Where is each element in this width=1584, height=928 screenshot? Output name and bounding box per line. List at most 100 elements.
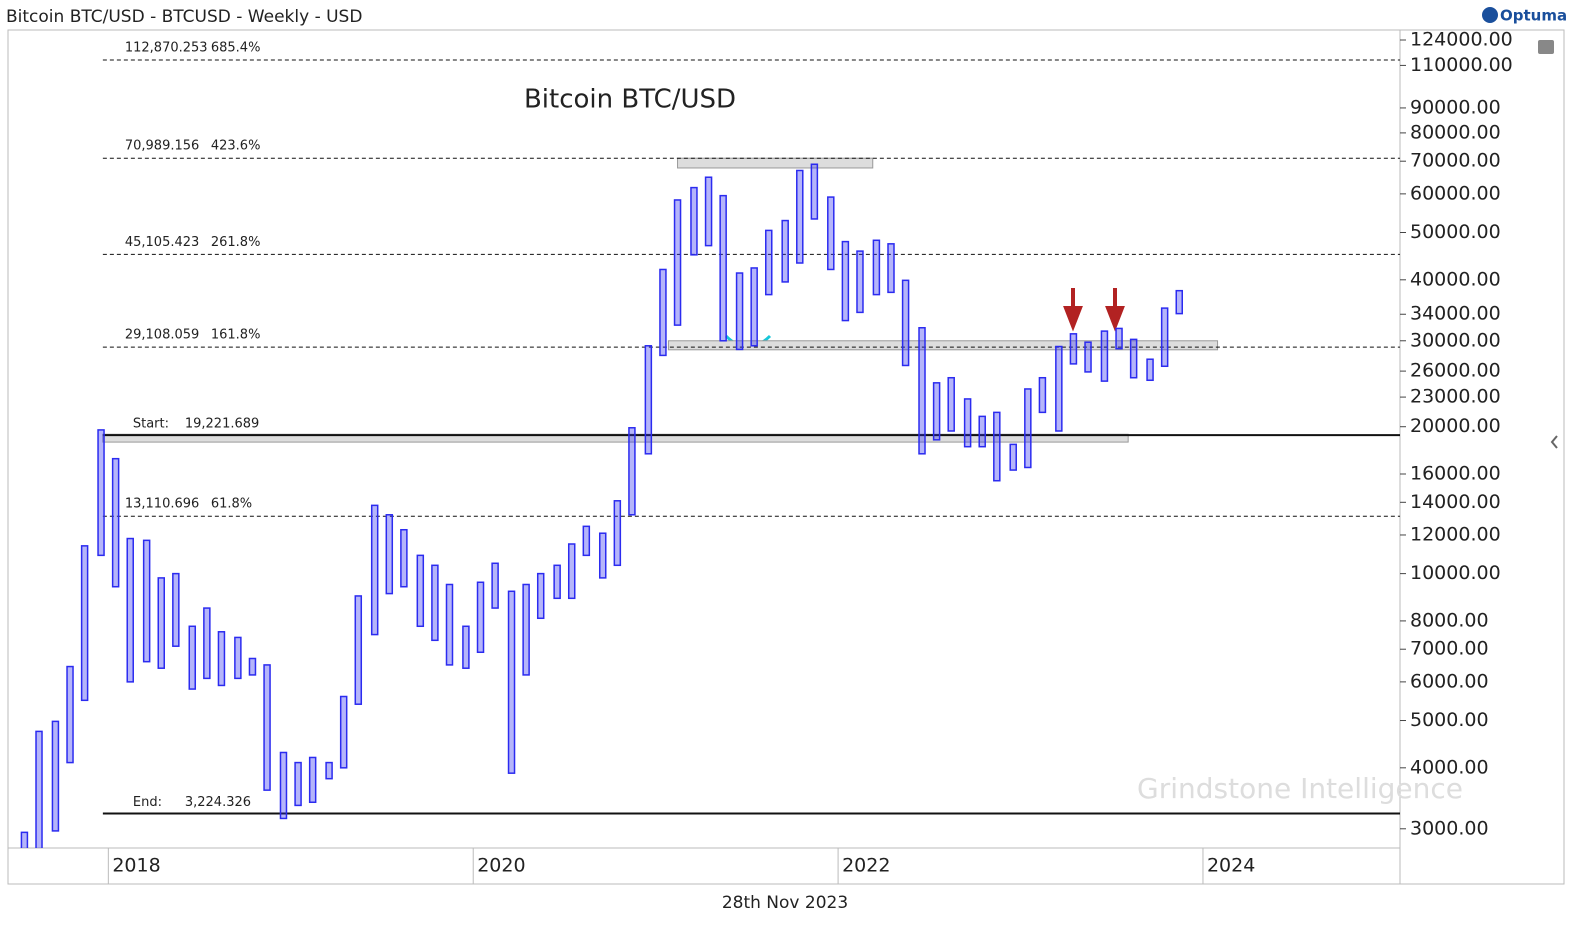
price-bar xyxy=(431,564,439,642)
price-bar xyxy=(370,504,379,636)
x-tick-label: 2020 xyxy=(477,855,525,877)
price-bar xyxy=(339,695,348,769)
price-bar xyxy=(1129,338,1138,379)
price-bar xyxy=(416,554,425,628)
price-bar xyxy=(810,163,819,220)
level-pct: 261.8% xyxy=(211,235,261,250)
y-tick-label: 12000.00 xyxy=(1410,523,1501,545)
level-pct: 161.8% xyxy=(211,328,261,343)
y-tick-label: 26000.00 xyxy=(1410,360,1501,382)
y-tick-label: 30000.00 xyxy=(1410,329,1501,351)
price-bar xyxy=(1055,345,1063,432)
price-bar xyxy=(735,272,744,351)
price-bar xyxy=(263,664,271,791)
price-bar xyxy=(507,590,516,774)
axis-frame xyxy=(1399,29,1565,885)
price-bar xyxy=(704,176,713,247)
x-tick-label: 2018 xyxy=(112,855,160,877)
y-tick-label: 80000.00 xyxy=(1410,121,1501,143)
price-bar xyxy=(887,243,895,294)
price-bar xyxy=(97,429,105,557)
price-bar xyxy=(354,595,363,705)
price-bar xyxy=(126,537,134,683)
level-pct: 685.4% xyxy=(211,40,261,55)
y-tick-label: 60000.00 xyxy=(1410,182,1501,204)
price-bar xyxy=(188,625,197,690)
price-bar xyxy=(80,545,89,702)
footer-date: 28th Nov 2023 xyxy=(722,893,848,913)
price-bar xyxy=(841,240,850,322)
price-bar xyxy=(978,415,986,448)
price-bar xyxy=(781,219,789,283)
x-tick-label: 2022 xyxy=(842,855,890,877)
level-label: 3,224.326 xyxy=(185,795,251,810)
y-tick-label: 110000.00 xyxy=(1410,54,1513,76)
y-tick-label: 16000.00 xyxy=(1410,463,1501,485)
price-bar xyxy=(918,327,926,455)
price-bar xyxy=(491,562,499,609)
y-tick-label: 34000.00 xyxy=(1410,303,1501,325)
price-bar xyxy=(445,583,454,666)
brand-icon xyxy=(1482,7,1498,23)
price-bar xyxy=(1024,388,1032,469)
price-bar xyxy=(613,500,622,567)
collapse-toggle[interactable] xyxy=(1550,435,1558,449)
price-bar xyxy=(765,229,773,296)
price-bar xyxy=(1100,330,1109,382)
y-tick-label: 23000.00 xyxy=(1410,386,1501,408)
y-tick-label: 8000.00 xyxy=(1410,609,1489,631)
price-bar xyxy=(932,382,941,441)
y-tick-label: 20000.00 xyxy=(1410,415,1501,437)
price-bar xyxy=(522,583,530,676)
y-tick-label: 50000.00 xyxy=(1410,221,1501,243)
level-label: 70,989.156 xyxy=(125,139,199,154)
zone xyxy=(677,157,874,169)
chart-title: Bitcoin BTC/USD xyxy=(524,85,736,115)
level-pct: 423.6% xyxy=(211,139,261,154)
price-bar xyxy=(66,665,74,764)
price-bar xyxy=(217,631,226,687)
level-label: 45,105.423 xyxy=(125,235,199,250)
price-bar xyxy=(1009,443,1017,471)
price-bar xyxy=(35,730,43,848)
price-bar xyxy=(901,279,910,367)
level-name: Start: xyxy=(133,417,169,432)
arrow xyxy=(1063,288,1125,332)
x-tick-label: 2024 xyxy=(1207,855,1255,877)
level-label: 29,108.059 xyxy=(125,328,199,343)
y-tick-label: 4000.00 xyxy=(1410,756,1489,778)
price-bar xyxy=(172,572,180,647)
price-bar xyxy=(567,543,576,600)
price-bar xyxy=(20,831,29,848)
price-bar xyxy=(111,457,120,588)
y-tick-label: 40000.00 xyxy=(1410,268,1501,290)
price-bar xyxy=(248,657,257,676)
price-bar xyxy=(582,525,591,557)
price-bar xyxy=(963,398,972,448)
price-bar xyxy=(462,625,470,669)
header: Bitcoin BTC/USD - BTCUSD - Weekly - USD xyxy=(6,7,362,27)
price-bar xyxy=(279,751,288,820)
x-axis-frame xyxy=(7,847,1401,885)
price-bar xyxy=(628,427,636,516)
price-bar xyxy=(51,720,60,832)
price-bar xyxy=(644,345,653,455)
lock-icon[interactable] xyxy=(1538,40,1554,54)
price-bar xyxy=(1084,341,1092,373)
zone xyxy=(667,340,1219,351)
price-bar xyxy=(750,267,758,347)
price-bar xyxy=(476,581,485,654)
y-tick-label: 3000.00 xyxy=(1410,817,1489,839)
price-bar xyxy=(690,186,698,256)
price-bar xyxy=(659,268,667,357)
price-bar xyxy=(1069,333,1078,365)
price-bar xyxy=(1115,327,1123,350)
level-name: End: xyxy=(133,795,162,810)
level-label: 13,110.696 xyxy=(125,497,199,512)
y-tick-label: 124000.00 xyxy=(1410,29,1513,51)
price-bar xyxy=(827,196,835,271)
price-bar xyxy=(872,239,881,296)
y-tick-label: 70000.00 xyxy=(1410,150,1501,172)
price-bar xyxy=(796,169,804,264)
brand: Optuma xyxy=(1500,7,1567,25)
